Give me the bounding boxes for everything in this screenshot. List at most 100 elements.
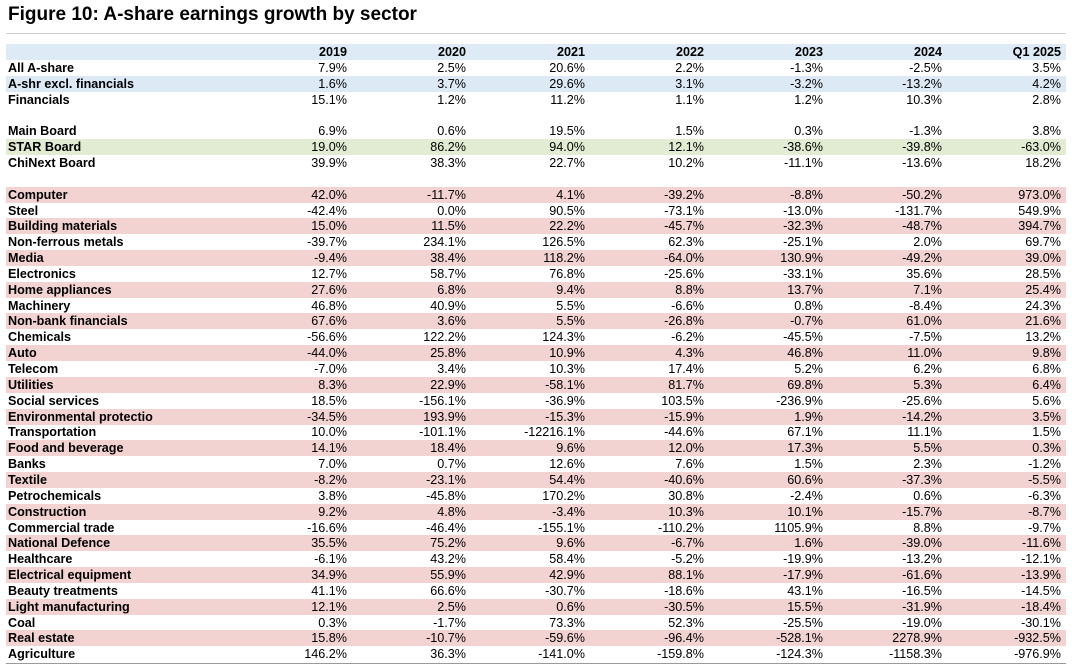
table-cell: -3.4%: [552, 504, 585, 519]
table-cell: 118.2%: [543, 251, 585, 266]
table-cell: 0.6%: [556, 599, 585, 614]
row-label: Telecom: [8, 362, 59, 376]
table-cell: 58.7%: [430, 266, 466, 281]
table-row: National Defence 35.5% 75.2% 9.6% -6.7% 1.6% -…: [6, 535, 1066, 552]
row-label: Main Board: [8, 124, 77, 139]
table-cell: 1.2%: [794, 92, 823, 107]
spacer-row: [6, 107, 1066, 123]
table-cell: 3.1%: [675, 76, 704, 91]
table-cell: 86.2%: [430, 140, 466, 155]
table-cell: -1.2%: [1028, 457, 1061, 472]
row-label: Transportation: [8, 425, 97, 440]
table-row: Environmental protectio -34.5% 193.9% -15.3…: [6, 408, 1066, 425]
table-row: Food and beverage 14.1% 18.4% 9.6% 12.0% 17.3…: [6, 440, 1066, 457]
table-cell: -13.2%: [902, 76, 942, 91]
table-cell: 39.9%: [311, 155, 347, 170]
table-cell: 75.2%: [430, 536, 466, 551]
table-cell: -30.7%: [545, 583, 585, 598]
table-cell: 146.2%: [304, 647, 347, 662]
table-cell: -1158.3%: [889, 647, 942, 662]
table-cell: 4.2%: [1032, 76, 1061, 91]
table-cell: 9.2%: [318, 504, 347, 519]
table-cell: 69.7%: [1025, 235, 1061, 250]
table-cell: 11.1%: [907, 425, 942, 440]
table-cell: -159.8%: [657, 647, 704, 662]
table-cell: 0.3%: [794, 124, 823, 139]
table-cell: 30.8%: [668, 488, 704, 503]
table-cell: 126.5%: [542, 235, 585, 250]
table-cell: -25.5%: [783, 615, 823, 630]
table-cell: 1.5%: [675, 124, 704, 139]
table-cell: -15.9%: [664, 409, 704, 424]
column-header: 2021: [556, 45, 585, 59]
table-cell: 8.3%: [318, 377, 347, 392]
column-header: 2024: [913, 45, 942, 59]
table-cell: 34.9%: [311, 568, 347, 583]
table-row: Non-ferrous metals -39.7% 234.1% 126.5% 62.3…: [6, 234, 1066, 250]
table-cell: -13.6%: [902, 155, 942, 170]
row-label: A-shr excl. financials: [8, 76, 134, 91]
column-header: 2022: [675, 45, 704, 59]
table-cell: 0.3%: [1032, 441, 1061, 456]
row-label: Coal: [8, 615, 36, 630]
table-cell: 0.6%: [437, 124, 466, 139]
table-cell: 12.1%: [311, 599, 347, 614]
table-cell: 43.2%: [430, 552, 466, 567]
table-cell: -12216.1%: [524, 425, 585, 440]
table-cell: 2.0%: [913, 235, 942, 250]
table-cell: 24.3%: [1025, 298, 1061, 313]
table-cell: 11.0%: [907, 346, 942, 361]
column-header: 2020: [437, 45, 466, 59]
table-cell: 67.6%: [311, 314, 347, 329]
table-cell: 10.3%: [906, 92, 942, 107]
table-cell: 76.8%: [549, 266, 585, 281]
table-cell: -42.4%: [307, 203, 347, 218]
row-label: Textile: [8, 472, 47, 487]
row-label: ChiNext Board: [8, 155, 96, 170]
table-cell: 11.2%: [550, 92, 585, 107]
figure-title: Figure 10: A-share earnings growth by se…: [8, 4, 417, 25]
table-cell: 6.8%: [1032, 362, 1061, 376]
table-cell: 130.9%: [780, 251, 823, 266]
table-cell: 0.7%: [437, 457, 466, 472]
row-label: Auto: [8, 346, 37, 361]
table-cell: -13.0%: [783, 203, 823, 218]
table-row: Machinery 46.8% 40.9% 5.5% -6.6% 0.8% -8.4% 24.…: [6, 298, 1066, 314]
table-cell: 12.0%: [668, 441, 704, 456]
column-header: Q1 2025: [1012, 45, 1061, 59]
table-cell: -39.0%: [902, 536, 942, 551]
table-cell: 39.0%: [1025, 251, 1061, 266]
table-cell: -976.9%: [1014, 647, 1061, 662]
table-cell: 0.8%: [794, 298, 823, 313]
table-cell: 43.1%: [787, 583, 823, 598]
title-divider: [6, 33, 1066, 34]
table-cell: -11.7%: [427, 187, 466, 202]
table-row: Healthcare -6.1% 43.2% 58.4% -5.2% -19.9% -13.…: [6, 551, 1066, 567]
row-label: All A-share: [8, 60, 75, 75]
table-cell: 29.6%: [549, 76, 585, 91]
table-cell: -156.1%: [419, 393, 466, 408]
table-cell: 40.9%: [430, 298, 466, 313]
table-cell: -96.4%: [664, 631, 704, 646]
table-cell: 18.5%: [311, 393, 347, 408]
table-row: Financials 15.1% 1.2% 11.2% 1.1% 1.2% 10.3% 2.8…: [6, 92, 1066, 108]
table-cell: 9.8%: [1032, 346, 1061, 361]
table-cell: -38.6%: [783, 140, 823, 155]
table-cell: -1.3%: [909, 124, 942, 139]
table-cell: -16.5%: [902, 583, 942, 598]
table-cell: 6.2%: [913, 362, 942, 376]
table-cell: -39.8%: [902, 140, 942, 155]
table-cell: -932.5%: [1014, 631, 1061, 646]
table-cell: -49.2%: [902, 251, 942, 266]
table-cell: 22.9%: [430, 377, 466, 392]
column-header: 2023: [794, 45, 823, 59]
table-row: Petrochemicals 3.8% -45.8% 170.2% 30.8% -2.4%…: [6, 488, 1066, 504]
table-cell: 3.8%: [318, 488, 347, 503]
table-cell: -131.7%: [895, 203, 942, 218]
table-cell: 4.8%: [437, 504, 466, 519]
table-row: All A-share 7.9% 2.5% 20.6% 2.2% -1.3% -2.5% 3.…: [6, 60, 1066, 76]
table-cell: 9.6%: [556, 441, 585, 456]
table-cell: -6.1%: [314, 552, 347, 567]
table-row: STAR Board 19.0% 86.2% 94.0% 12.1% -38.6% -39.…: [6, 139, 1066, 156]
